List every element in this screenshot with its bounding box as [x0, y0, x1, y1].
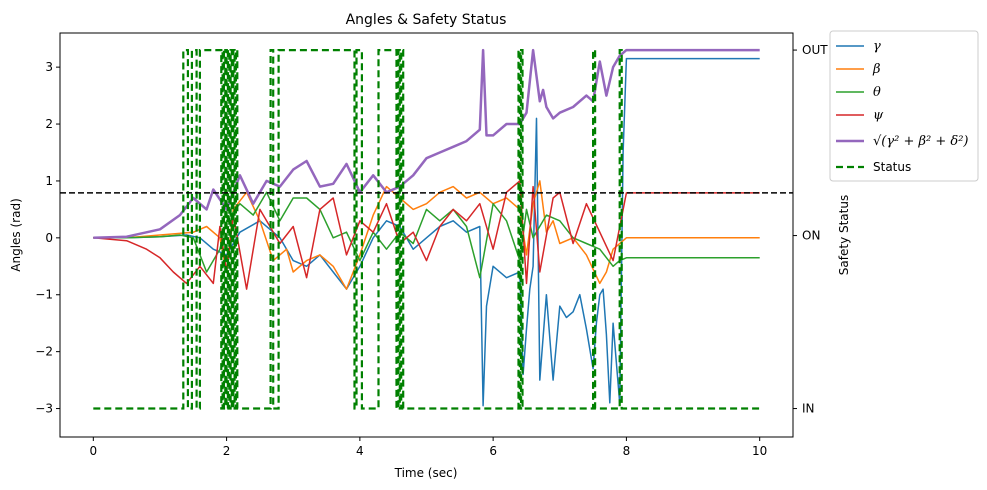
y-tick-label: 0 — [45, 231, 53, 245]
y-axis: −3 −2 −1 0 1 2 3 — [35, 60, 60, 416]
series-line-gamma — [93, 57, 760, 407]
legend-box — [829, 30, 979, 182]
y2-axis-label: Safety Status — [837, 195, 851, 275]
y-axis-label: Angles (rad) — [9, 198, 23, 271]
legend-label-status: Status — [873, 160, 911, 174]
y-tick-label: 3 — [45, 60, 53, 74]
plot-area — [60, 48, 793, 410]
y-tick-label: −1 — [35, 288, 53, 302]
x-tick-label: 6 — [489, 444, 497, 458]
legend-label-beta: β — [872, 62, 881, 77]
x-tick-label: 8 — [623, 444, 631, 458]
y2-tick-label: IN — [802, 402, 815, 416]
chart-title: Angles & Safety Status — [346, 12, 507, 28]
series-line-psi — [93, 180, 760, 290]
y-tick-label: −2 — [35, 345, 53, 359]
y-tick-label: −3 — [35, 402, 53, 416]
y-tick-label: 2 — [45, 117, 53, 131]
y2-tick-label: OUT — [802, 43, 828, 57]
x-axis: 0 2 4 6 8 10 — [89, 437, 767, 458]
series-line-beta — [93, 180, 760, 290]
series-line-norm — [93, 48, 760, 240]
x-tick-label: 4 — [356, 444, 364, 458]
series-line-status — [93, 49, 760, 410]
legend-label-psi: ψ — [873, 108, 884, 123]
y-tick-label: 1 — [45, 174, 53, 188]
legend-label-theta: θ — [873, 85, 881, 100]
x-axis-label: Time (sec) — [394, 466, 458, 480]
x-tick-label: 10 — [752, 444, 767, 458]
x-tick-label: 0 — [89, 444, 97, 458]
y2-tick-label: ON — [802, 229, 820, 243]
legend-label-gamma: γ — [873, 39, 881, 54]
legend-label-norm: √(γ² + β² + δ²) — [873, 134, 969, 149]
y2-axis: IN ON OUT — [793, 43, 828, 416]
x-tick-label: 2 — [223, 444, 231, 458]
plot-frame — [59, 32, 794, 438]
